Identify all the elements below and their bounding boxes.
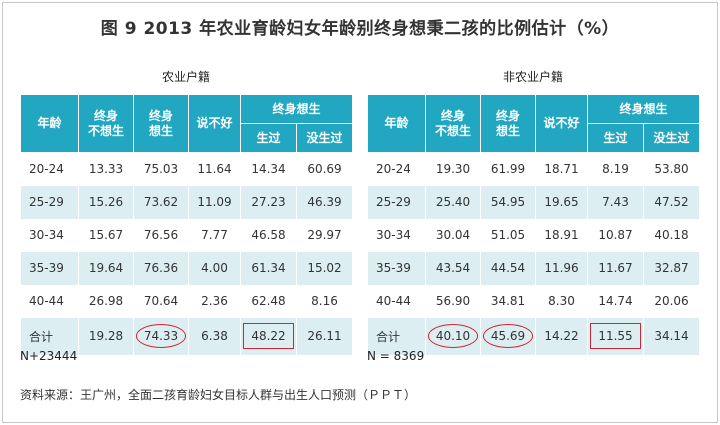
col-no-want: 终身 不想生 (425, 94, 481, 153)
table-row: 25-29 15.26 73.62 11.09 27.23 46.39 (20, 185, 354, 219)
col-age: 年龄 (20, 94, 79, 153)
agri-table: 年龄 终身 不想生 终身 想生 说不好 终身想生 生过 没生过 20-24 13… (20, 94, 354, 355)
highlight-box: 11.55 (590, 323, 641, 349)
figure-title: 图 9 2013 年农业育龄妇女年龄别终身想秉二孩的比例估计（%） (100, 19, 620, 39)
total-row: 合计 19.28 74.33 6.38 48.22 26.11 (20, 317, 354, 355)
col-want-group: 终身想生 (586, 94, 701, 124)
table-row: 35-39 19.64 76.36 4.00 61.34 15.02 (20, 251, 354, 285)
col-want-group: 终身想生 (239, 94, 354, 124)
table-row: 20-24 19.30 61.99 18.71 8.19 53.80 (367, 152, 701, 186)
col-age: 年龄 (367, 94, 426, 153)
agri-table-subtitle: 农业户籍 (161, 70, 210, 84)
table-row: 40-44 26.98 70.64 2.36 62.48 8.16 (20, 284, 354, 318)
table-row: 40-44 56.90 34.81 8.30 14.74 20.06 (367, 284, 701, 318)
col-unsure: 说不好 (188, 94, 241, 153)
col-want: 终身 想生 (480, 94, 536, 153)
table-row: 25-29 25.40 54.95 19.65 7.43 47.52 (367, 185, 701, 219)
col-want: 终身 想生 (133, 94, 189, 153)
col-not-had: 没生过 (295, 123, 354, 153)
col-not-had: 没生过 (642, 123, 701, 153)
highlight-box: 48.22 (243, 323, 294, 349)
nonagri-table: 年龄 终身 不想生 终身 想生 说不好 终身想生 生过 没生过 20-24 19… (367, 94, 701, 355)
table-row: 35-39 43.54 44.54 11.96 11.67 32.87 (367, 251, 701, 285)
nonagri-sample-size: N = 8369 (367, 349, 425, 363)
col-no-want: 终身 不想生 (78, 94, 134, 153)
col-unsure: 说不好 (535, 94, 588, 153)
highlight-circle: 40.10 (427, 324, 479, 348)
table-row: 30-34 30.04 51.05 18.91 10.87 40.18 (367, 218, 701, 252)
total-row: 合计 40.10 45.69 14.22 11.55 34.14 (367, 317, 701, 355)
table-row: 30-34 15.67 76.56 7.77 46.58 29.97 (20, 218, 354, 252)
highlight-circle: 74.33 (135, 324, 187, 348)
col-had: 生过 (240, 123, 297, 153)
table-row: 20-24 13.33 75.03 11.64 14.34 60.69 (20, 152, 354, 186)
nonagri-table-subtitle: 非农业户籍 (502, 70, 563, 84)
col-had: 生过 (587, 123, 644, 153)
source-note: 资料来源：王广州，全面二孩育龄妇女目标人群与出生人口预测（ＰＰＴ） (20, 388, 417, 402)
agri-sample-size: N+23444 (20, 349, 78, 363)
highlight-circle: 45.69 (482, 324, 534, 348)
